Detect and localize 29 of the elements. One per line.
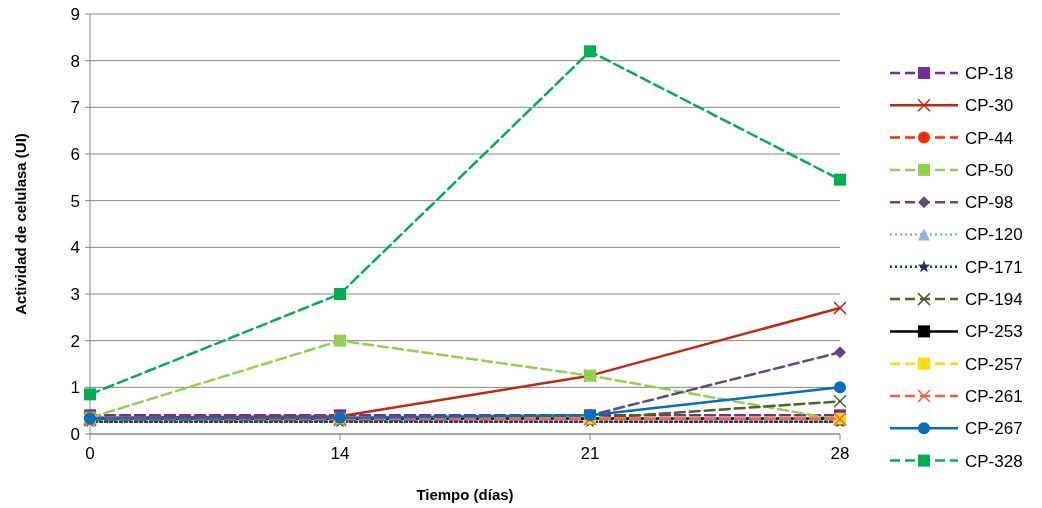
- legend-label: CP-171: [965, 257, 1023, 277]
- legend-label: CP-194: [965, 290, 1023, 310]
- y-tick-label: 3: [70, 284, 80, 304]
- x-tick-label: 14: [330, 444, 350, 463]
- x-tick-label: 21: [580, 444, 600, 463]
- legend-label: CP-30: [965, 96, 1014, 116]
- x-axis-title: Tiempo (días): [416, 486, 514, 503]
- y-tick-label: 4: [70, 238, 80, 258]
- y-tick-label: 2: [70, 331, 80, 351]
- legend-label: CP-257: [965, 354, 1023, 374]
- legend-label: CP-98: [965, 193, 1014, 213]
- y-axis-title: Actividad de celulasa (UI): [12, 133, 29, 315]
- x-tick-label: 0: [85, 444, 95, 463]
- y-tick-label: 1: [70, 378, 80, 398]
- legend-label: CP-328: [965, 451, 1023, 471]
- y-tick-label: 7: [70, 98, 80, 118]
- legend-label: CP-261: [965, 386, 1023, 406]
- y-tick-label: 0: [70, 424, 80, 444]
- legend-label: CP-50: [965, 160, 1014, 180]
- y-tick-label: 5: [70, 191, 80, 211]
- legend-label: CP-253: [965, 322, 1023, 342]
- legend-label: CP-44: [965, 128, 1014, 148]
- legend-label: CP-120: [965, 225, 1023, 245]
- legend-label: CP-18: [965, 63, 1014, 83]
- y-tick-label: 9: [70, 4, 80, 24]
- y-tick-label: 6: [70, 144, 80, 164]
- x-tick-label: 28: [830, 444, 850, 463]
- y-tick-label: 8: [70, 51, 80, 71]
- legend-label: CP-267: [965, 419, 1023, 439]
